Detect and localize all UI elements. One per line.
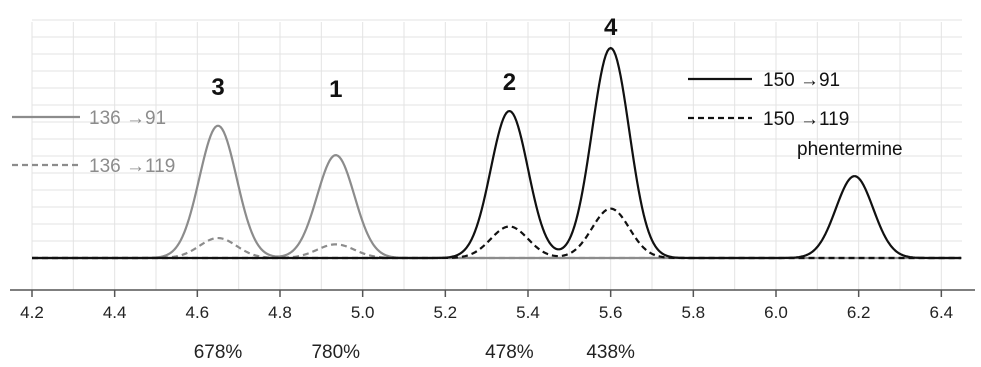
- phentermine-label: phentermine: [797, 139, 903, 160]
- legend-136: 136 →91 136 →119: [12, 108, 175, 177]
- series-line-1: [32, 124, 962, 260]
- legend-150: 150 →91 150 →119: [688, 70, 849, 130]
- peak-number-1: 1: [329, 76, 342, 103]
- x-axis-ticks: 4.2 4.4 4.6 4.8 5.0 5.2 5.4 5.6 5.8 6.0 6.2 6.4: [20, 290, 953, 322]
- x-tick-label: 4.4: [103, 303, 127, 322]
- legend-label-150-119: 150 →119: [763, 109, 849, 130]
- percent-label: 678%: [194, 342, 243, 363]
- x-tick-label: 5.6: [599, 303, 623, 322]
- percent-labels: 678% 780% 478% 438%: [194, 342, 635, 363]
- x-tick-label: 5.0: [351, 303, 375, 322]
- legend-label-136-119: 136 →119: [89, 156, 175, 177]
- percent-label: 478%: [485, 342, 534, 363]
- peak-number-2: 2: [503, 69, 516, 96]
- legend-label-150-91: 150 →91: [763, 70, 840, 91]
- x-tick-label: 6.0: [764, 303, 788, 322]
- legend-label-136-91: 136 →91: [89, 108, 166, 129]
- x-tick-label: 5.4: [516, 303, 540, 322]
- x-tick-label: 4.2: [20, 303, 44, 322]
- x-tick-label: 6.2: [847, 303, 871, 322]
- x-tick-label: 5.8: [682, 303, 706, 322]
- peak-numbers: 3 1 2 4: [211, 14, 618, 103]
- x-tick-label: 4.8: [268, 303, 292, 322]
- x-tick-label: 5.2: [434, 303, 458, 322]
- x-tick-label: 4.6: [186, 303, 210, 322]
- series-line-2: [32, 236, 962, 260]
- peak-number-3: 3: [211, 74, 224, 101]
- peak-number-4: 4: [604, 14, 618, 41]
- percent-label: 438%: [586, 342, 635, 363]
- x-tick-label: 6.4: [930, 303, 954, 322]
- series-line-4: [32, 207, 962, 260]
- series-lines: [32, 46, 962, 260]
- percent-label: 780%: [311, 342, 360, 363]
